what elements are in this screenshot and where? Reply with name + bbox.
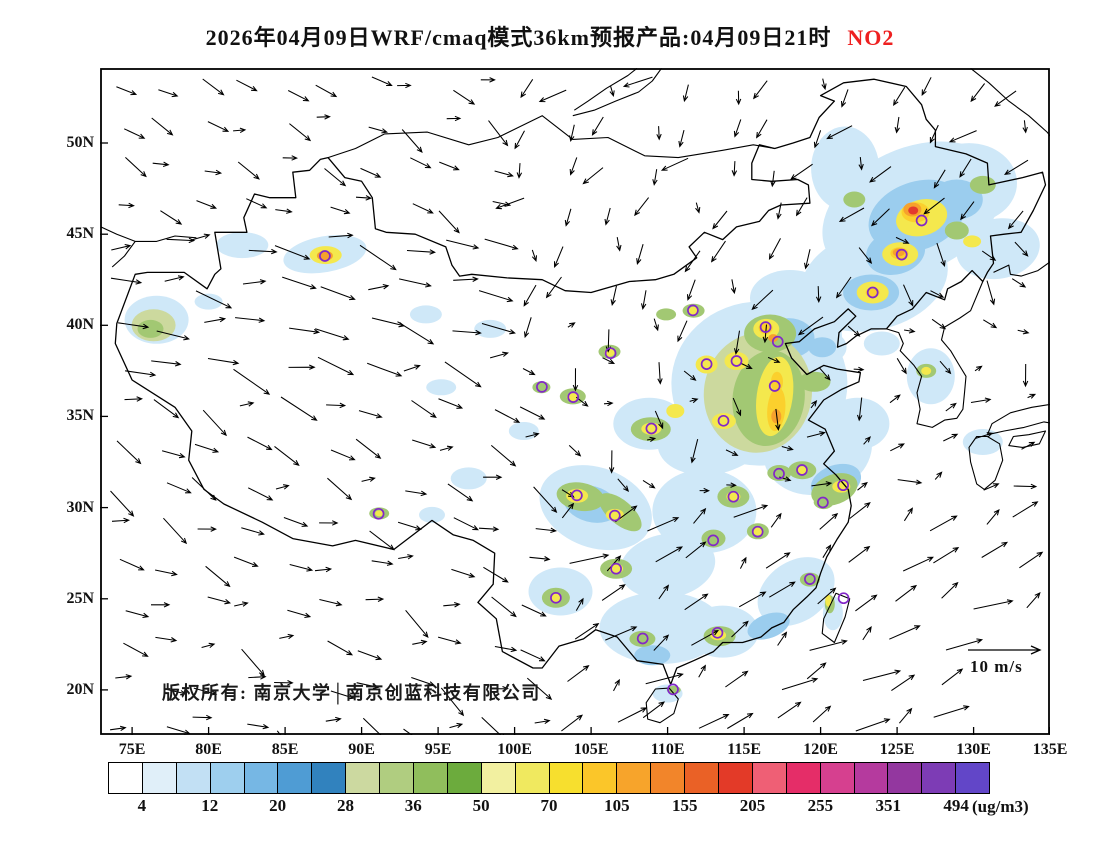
lat-tick-label: 35N: [66, 407, 94, 425]
copyright-text: 版权所有: 南京大学│南京创蓝科技有限公司: [162, 683, 541, 703]
colorbar-tick-label: 70: [540, 796, 558, 815]
colorbar-cell: [379, 763, 414, 793]
colorbar-tick-label: 255: [807, 796, 834, 815]
colorbar-cell: [277, 763, 312, 793]
lat-tick-label: 45N: [66, 225, 94, 243]
colorbar-tick-label: 105: [604, 796, 630, 815]
coastlines: [100, 68, 1050, 724]
colorbar-cell: [751, 763, 786, 793]
colorbar-tick-label: 50: [472, 796, 490, 815]
pollutant-label: NO2: [847, 25, 895, 50]
colorbar-tick-label: 20: [269, 796, 287, 815]
colorbar-tick-label: 12: [201, 796, 219, 815]
colorbar-tick-label: 4: [137, 796, 147, 815]
page-title: 2026年04月09日WRF/cmaq模式36km预报产品:04月09日21时 N…: [0, 20, 1100, 52]
colorbar-cell: [785, 763, 820, 793]
colorbar-cell: [582, 763, 617, 793]
colorbar-cell: [480, 763, 515, 793]
colorbar-cell: [345, 763, 380, 793]
wind-scale-label: 10 m/s: [970, 657, 1023, 676]
lon-tick-label: 130E: [956, 741, 991, 758]
lon-tick-label: 90E: [348, 741, 375, 758]
colorbar-cell: [311, 763, 346, 793]
lat-tick-label: 25N: [66, 589, 94, 607]
colorbar-cell: [514, 763, 549, 793]
colorbar-cell: [819, 763, 854, 793]
colorbar-cell: [887, 763, 922, 793]
colorbar-cell: [446, 763, 481, 793]
colorbar-tick-label: 155: [671, 796, 698, 815]
colorbar-cell: [921, 763, 956, 793]
map-frame: [100, 68, 1050, 735]
lon-tick-label: 80E: [195, 741, 222, 758]
wind-vectors: [110, 76, 1044, 735]
colorbar-cell: [109, 763, 142, 793]
colorbar-cell: [616, 763, 651, 793]
colorbar-cell: [548, 763, 583, 793]
lat-tick-label: 40N: [66, 316, 94, 334]
colorbar-cell: [141, 763, 176, 793]
colorbar-tick-label: 205: [739, 796, 766, 815]
lon-tick-label: 95E: [424, 741, 452, 758]
colorbar-cell: [718, 763, 752, 793]
colorbar-cell: [650, 763, 685, 793]
colorbar-unit: (ug/m3): [972, 797, 1029, 816]
lon-tick-label: 105E: [573, 741, 609, 758]
lon-tick-label: 120E: [803, 741, 838, 758]
colorbar-cell: [209, 763, 244, 793]
lat-tick-label: 20N: [66, 680, 94, 698]
lon-tick-label: 115E: [727, 741, 762, 758]
lon-tick-label: 135E: [1032, 741, 1068, 758]
colorbar-tick-label: 351: [875, 796, 901, 815]
lon-tick-label: 85E: [271, 741, 299, 758]
colorbar-cell: [175, 763, 210, 793]
lat-tick-label: 30N: [66, 498, 94, 516]
colorbar-cell: [243, 763, 278, 793]
map-canvas: [100, 68, 1050, 735]
title-text: 2026年04月09日WRF/cmaq模式36km预报产品:04月09日21时: [205, 25, 832, 50]
colorbar-cell: [684, 763, 719, 793]
colorbar-tick-label: 36: [404, 796, 422, 815]
wind-scale-arrow: [968, 645, 1042, 655]
colorbar-cell: [955, 763, 990, 793]
colorbar-cell: [853, 763, 888, 793]
lon-tick-label: 110E: [650, 741, 685, 758]
pollution-field: [124, 126, 1040, 703]
colorbar-cell: [413, 763, 447, 793]
lon-tick-label: 100E: [497, 741, 532, 758]
colorbar: [108, 762, 990, 794]
lat-tick-label: 50N: [66, 134, 94, 151]
colorbar-tick-label: 28: [336, 796, 354, 815]
colorbar-tick-label: 494: [943, 796, 969, 815]
lon-tick-label: 125E: [879, 741, 915, 758]
station-markers: [319, 214, 928, 696]
lon-tick-label: 75E: [118, 741, 146, 758]
